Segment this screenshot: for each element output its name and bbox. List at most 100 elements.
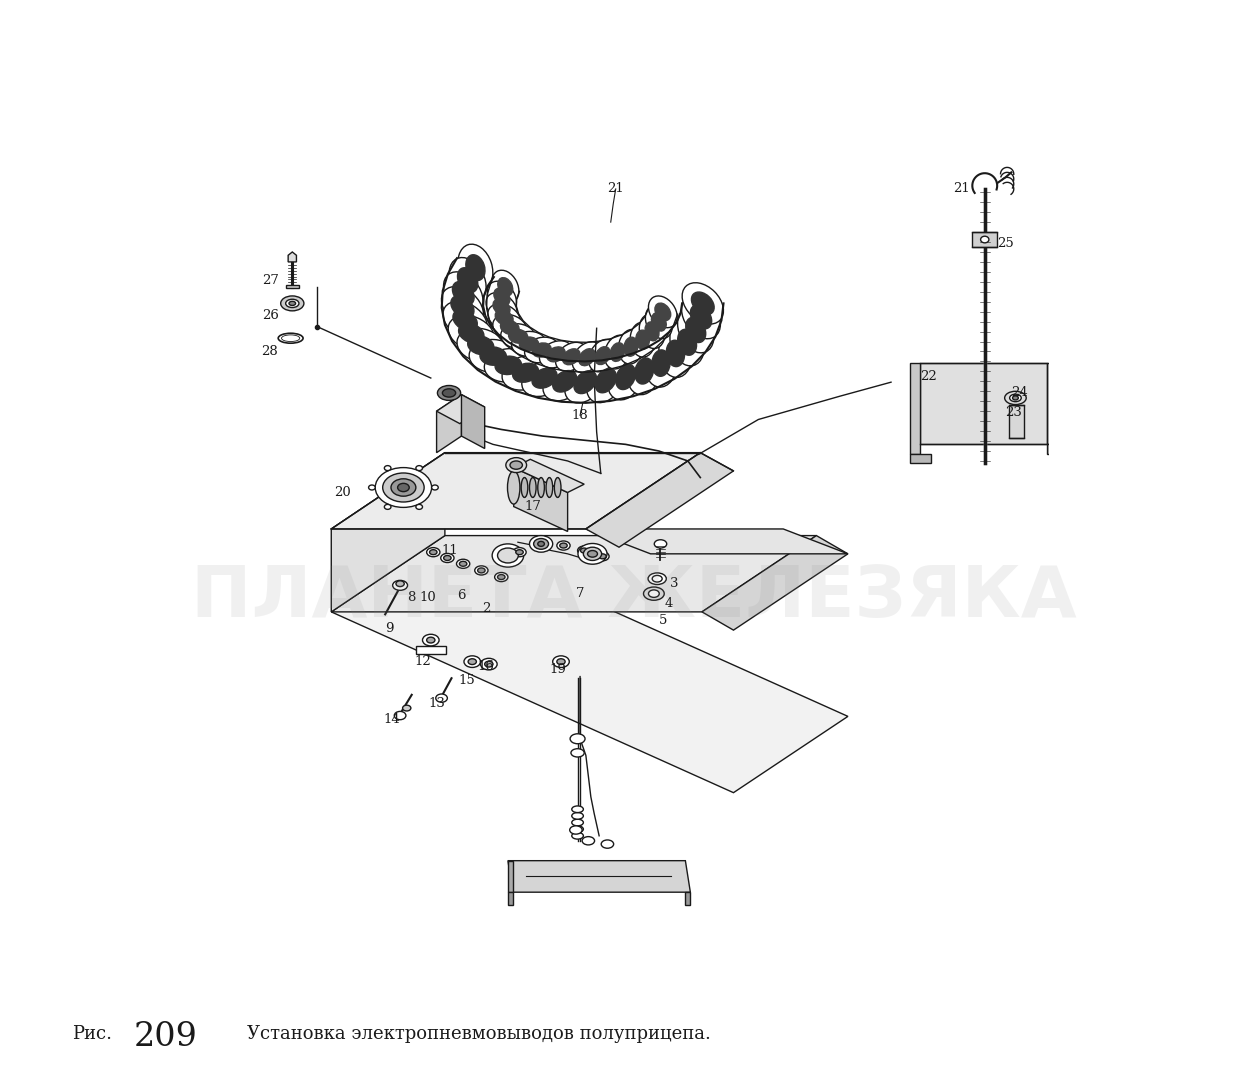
Polygon shape [1047, 363, 1056, 445]
Ellipse shape [571, 806, 584, 812]
Ellipse shape [553, 656, 569, 668]
Ellipse shape [494, 289, 510, 306]
Ellipse shape [652, 350, 670, 376]
Ellipse shape [282, 335, 299, 341]
Ellipse shape [375, 467, 432, 507]
Ellipse shape [571, 749, 584, 757]
Ellipse shape [599, 554, 606, 559]
Text: 3: 3 [669, 577, 678, 590]
Ellipse shape [485, 349, 532, 382]
Ellipse shape [607, 354, 643, 400]
Ellipse shape [466, 255, 485, 280]
Text: 8: 8 [407, 591, 416, 604]
Ellipse shape [475, 565, 489, 575]
Ellipse shape [648, 590, 659, 598]
Ellipse shape [449, 257, 486, 303]
Ellipse shape [601, 840, 614, 849]
Text: 2: 2 [482, 602, 491, 615]
Ellipse shape [429, 549, 437, 555]
Text: 17: 17 [524, 500, 542, 513]
Ellipse shape [495, 310, 513, 325]
Ellipse shape [659, 330, 691, 377]
Ellipse shape [682, 295, 720, 339]
Ellipse shape [571, 833, 584, 839]
Polygon shape [910, 363, 920, 454]
Ellipse shape [652, 575, 662, 582]
Ellipse shape [286, 299, 299, 308]
Ellipse shape [385, 504, 391, 509]
Ellipse shape [533, 538, 548, 549]
Ellipse shape [443, 389, 455, 397]
Ellipse shape [534, 540, 548, 548]
Polygon shape [288, 252, 297, 262]
Ellipse shape [570, 733, 585, 744]
Ellipse shape [495, 573, 508, 582]
Ellipse shape [459, 561, 466, 567]
Ellipse shape [588, 550, 597, 557]
Ellipse shape [402, 705, 411, 711]
Text: 21: 21 [607, 182, 625, 195]
Ellipse shape [443, 302, 487, 339]
Ellipse shape [529, 477, 536, 498]
Ellipse shape [648, 296, 677, 327]
Ellipse shape [648, 573, 667, 585]
Polygon shape [332, 452, 445, 612]
Polygon shape [461, 394, 485, 448]
Ellipse shape [616, 364, 636, 390]
Ellipse shape [1009, 394, 1022, 402]
Text: 14: 14 [383, 713, 401, 726]
Ellipse shape [440, 554, 454, 562]
Ellipse shape [690, 305, 711, 328]
Ellipse shape [565, 361, 606, 403]
Ellipse shape [554, 477, 562, 498]
Text: 15: 15 [458, 674, 475, 687]
Ellipse shape [571, 820, 584, 826]
Text: 28: 28 [261, 345, 277, 358]
Ellipse shape [578, 546, 591, 555]
Ellipse shape [512, 363, 538, 382]
Ellipse shape [532, 368, 557, 388]
Polygon shape [332, 535, 847, 793]
Ellipse shape [521, 477, 528, 498]
Text: 21: 21 [954, 182, 970, 195]
Ellipse shape [392, 581, 407, 590]
Ellipse shape [654, 540, 667, 548]
Text: 12: 12 [414, 655, 430, 668]
Ellipse shape [539, 340, 573, 368]
Ellipse shape [682, 283, 724, 324]
Ellipse shape [513, 547, 526, 557]
Polygon shape [701, 535, 847, 630]
Ellipse shape [480, 347, 506, 365]
Text: 22: 22 [920, 369, 936, 382]
Ellipse shape [486, 293, 517, 322]
Ellipse shape [289, 302, 296, 306]
Ellipse shape [578, 544, 607, 564]
Ellipse shape [453, 281, 474, 305]
Ellipse shape [506, 458, 527, 473]
Ellipse shape [524, 337, 559, 363]
Ellipse shape [610, 342, 625, 362]
Ellipse shape [623, 337, 638, 356]
Text: 20: 20 [334, 486, 350, 499]
Text: 13: 13 [428, 697, 445, 710]
Text: Рис.: Рис. [72, 1025, 111, 1043]
Ellipse shape [596, 551, 609, 561]
Polygon shape [910, 454, 931, 463]
Text: 4: 4 [664, 597, 673, 610]
Ellipse shape [643, 587, 664, 600]
Ellipse shape [595, 368, 616, 393]
Text: 9: 9 [385, 623, 393, 635]
Ellipse shape [477, 568, 485, 573]
Ellipse shape [543, 362, 586, 401]
Ellipse shape [510, 461, 522, 470]
Ellipse shape [570, 826, 583, 834]
Text: 19: 19 [549, 663, 567, 676]
Ellipse shape [1004, 391, 1027, 405]
Polygon shape [332, 452, 700, 529]
Ellipse shape [512, 332, 547, 356]
Ellipse shape [492, 314, 527, 340]
Ellipse shape [520, 337, 538, 351]
Ellipse shape [501, 324, 536, 349]
Ellipse shape [640, 314, 664, 349]
Ellipse shape [557, 659, 565, 665]
